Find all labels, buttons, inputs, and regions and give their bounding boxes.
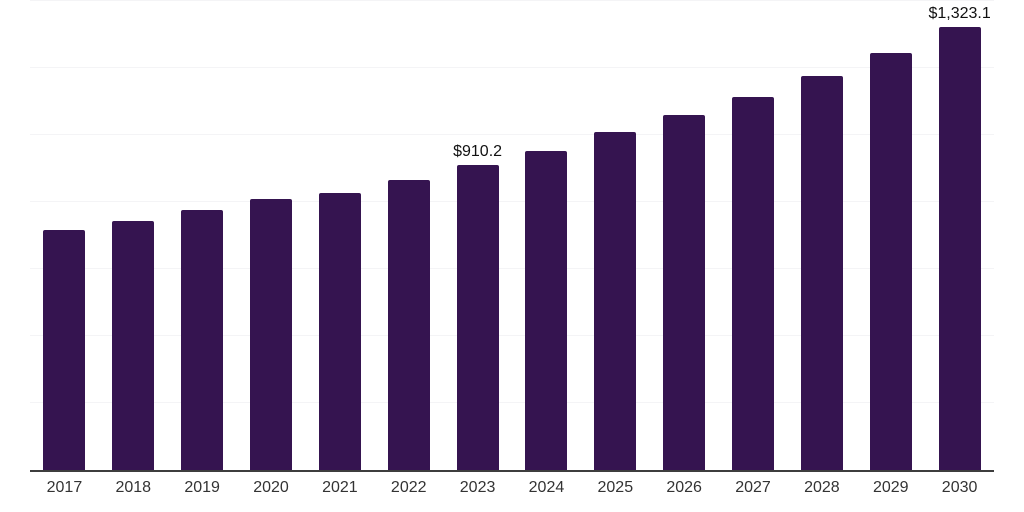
- bar-2030: [938, 26, 981, 470]
- bar-2022: [387, 180, 430, 470]
- x-tick-label: 2025: [597, 479, 634, 496]
- bar-slot: [30, 0, 99, 470]
- bar-2020: [250, 199, 292, 470]
- plot-area: $910.2 $1,323.1: [30, 0, 994, 472]
- x-axis: 2017 2018 2019 2020 2021 2022 2023 2024 2025 2026…: [30, 479, 994, 497]
- x-tick-label: 2024: [528, 479, 565, 496]
- gridline: [30, 267, 994, 269]
- x-tick-label: 2028: [804, 479, 840, 496]
- bar-2027: [732, 97, 775, 470]
- x-tick-label: 2023: [459, 479, 496, 496]
- gridline: [30, 334, 994, 336]
- bar-2019: [181, 210, 224, 470]
- bar-slot: [581, 0, 650, 470]
- bar-2018: [112, 220, 155, 470]
- x-tick-label: 2021: [322, 479, 358, 496]
- bar-slot: [168, 0, 237, 470]
- bar-slot: [719, 0, 788, 470]
- bar-slot: [856, 0, 925, 470]
- bar-slot: [99, 0, 168, 470]
- gridline: [30, 133, 994, 135]
- x-tick-label: 2017: [46, 479, 83, 496]
- bar-2029: [869, 53, 912, 470]
- x-tick-label: 2026: [666, 479, 702, 496]
- bar-2028: [800, 75, 843, 470]
- gridline: [30, 0, 994, 1]
- x-tick-label: 2022: [390, 479, 427, 496]
- bar-slot: [374, 0, 443, 470]
- bar-2026: [663, 115, 706, 470]
- x-tick-label: 2027: [735, 479, 771, 496]
- bar-2023: [456, 164, 499, 470]
- bar-slot: $1,323.1: [925, 0, 994, 470]
- bar-slot: [237, 0, 306, 470]
- bar-slot: $910.2: [443, 0, 512, 470]
- bar-slot: [305, 0, 374, 470]
- bar-2017: [43, 230, 86, 470]
- x-tick-label: 2018: [115, 479, 152, 496]
- x-tick-label: 2030: [941, 479, 978, 496]
- bar-slot: [512, 0, 581, 470]
- bar-2024: [525, 150, 568, 470]
- gridlines: [30, 0, 994, 470]
- x-tick-label: 2029: [872, 479, 909, 496]
- bar-value-label: $910.2: [453, 142, 503, 160]
- x-tick-label: 2019: [184, 479, 220, 496]
- bar-slot: [787, 0, 856, 470]
- bar-2021: [318, 193, 361, 470]
- gridline: [30, 200, 994, 202]
- gridline: [30, 66, 994, 68]
- bar-2025: [594, 132, 637, 470]
- bar-slot: [650, 0, 719, 470]
- x-tick-label: 2020: [253, 479, 289, 496]
- bars: $910.2 $1,323.1: [30, 0, 994, 470]
- gridline: [30, 402, 994, 403]
- bar-value-label: $1,323.1: [928, 4, 991, 22]
